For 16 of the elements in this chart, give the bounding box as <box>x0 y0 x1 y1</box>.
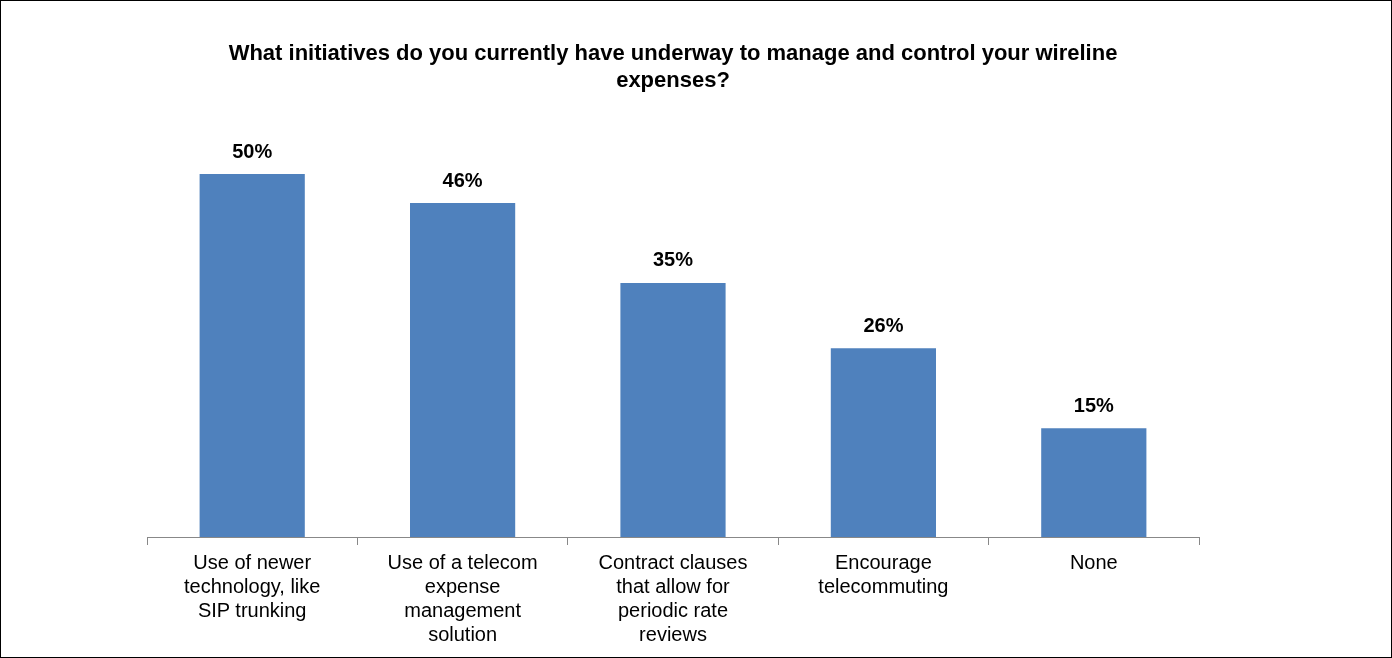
x-tick-label: Use of a telecom expense management solution <box>387 550 538 645</box>
data-label: 46% <box>442 168 483 191</box>
x-tick-label: Use of newer technology, like SIP trunking <box>184 550 321 621</box>
data-label: 26% <box>863 313 904 336</box>
x-tick-label: Encourage telecommuting <box>818 550 949 597</box>
data-label: 15% <box>1073 393 1115 416</box>
chart-title: What initiatives do you currently have underway to manage and control your wireline expenses? <box>228 40 1118 92</box>
bar <box>199 174 305 537</box>
x-tick-label: None <box>1069 550 1118 573</box>
x-tick-label: Contract clauses that allow for periodic rate reviews <box>598 550 748 645</box>
bar <box>1041 428 1147 537</box>
bar <box>830 348 936 537</box>
data-label: 35% <box>652 248 694 271</box>
bar <box>410 203 516 537</box>
bar <box>620 282 726 537</box>
data-label: 50% <box>232 139 273 162</box>
